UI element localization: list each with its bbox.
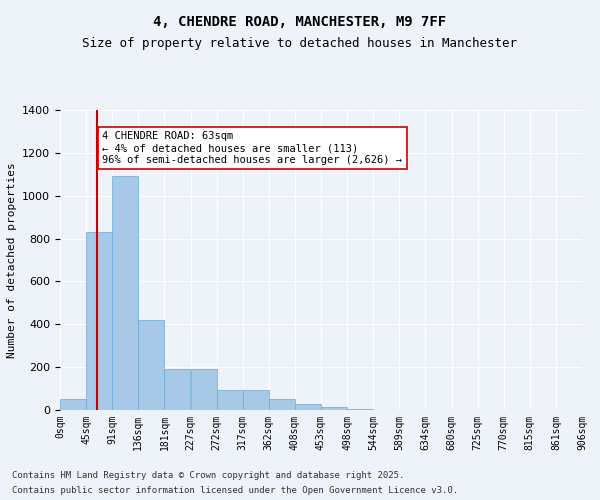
- Text: Contains public sector information licensed under the Open Government Licence v3: Contains public sector information licen…: [12, 486, 458, 495]
- Bar: [269, 400, 295, 410]
- Bar: [112, 176, 138, 410]
- Bar: [164, 370, 190, 410]
- Bar: [295, 404, 321, 410]
- Bar: [347, 409, 373, 410]
- Bar: [86, 232, 112, 410]
- Text: 4, CHENDRE ROAD, MANCHESTER, M9 7FF: 4, CHENDRE ROAD, MANCHESTER, M9 7FF: [154, 15, 446, 29]
- Bar: [321, 407, 347, 410]
- Text: Size of property relative to detached houses in Manchester: Size of property relative to detached ho…: [83, 38, 517, 51]
- Bar: [191, 370, 217, 410]
- Y-axis label: Number of detached properties: Number of detached properties: [7, 162, 17, 358]
- Bar: [139, 320, 164, 410]
- Text: Contains HM Land Registry data © Crown copyright and database right 2025.: Contains HM Land Registry data © Crown c…: [12, 471, 404, 480]
- Bar: [217, 390, 242, 410]
- Text: 4 CHENDRE ROAD: 63sqm
← 4% of detached houses are smaller (113)
96% of semi-deta: 4 CHENDRE ROAD: 63sqm ← 4% of detached h…: [103, 132, 403, 164]
- Bar: [242, 390, 269, 410]
- Bar: [60, 400, 86, 410]
